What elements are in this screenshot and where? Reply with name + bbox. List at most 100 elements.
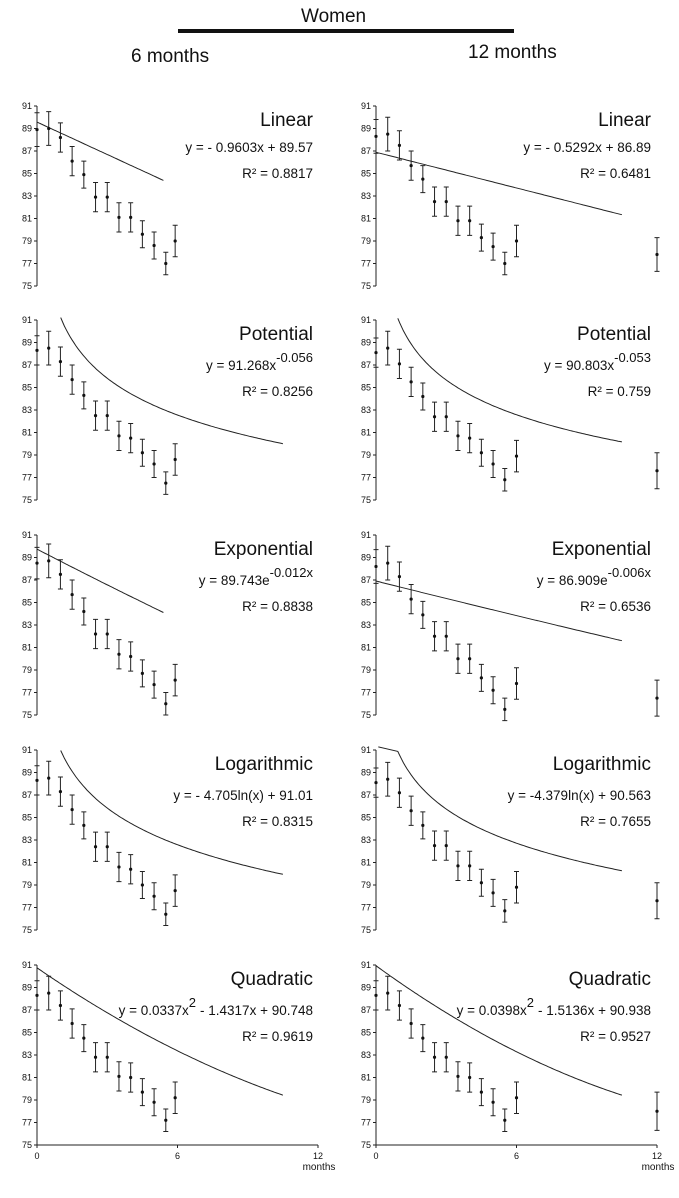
data-point (152, 683, 156, 687)
y-tick-label: 89 (361, 768, 371, 778)
panel-3: 75 77 79 81 83 85 87 89 91 Potential y = 91.268x-0… (22, 315, 313, 505)
y-tick-label: 89 (361, 338, 371, 348)
equation-main: y = 0.0337x (119, 1003, 189, 1018)
data-point (409, 809, 413, 813)
y-tick-label: 87 (361, 360, 371, 370)
data-point (70, 593, 74, 597)
data-point (397, 575, 402, 579)
y-tick-label: 79 (361, 665, 371, 675)
fit-equation: y = -4.379ln(x) + 90.563 (508, 788, 651, 803)
data-point (173, 889, 177, 893)
x-tick-label: 12 (652, 1151, 662, 1161)
y-tick-label: 85 (22, 383, 32, 393)
y-tick-label: 81 (22, 858, 32, 868)
y-tick-label: 91 (22, 101, 32, 111)
data-point (105, 632, 109, 636)
data-point (35, 778, 39, 782)
panel-6: 75 77 79 81 83 85 87 89 91 Exponential y = 86.909e… (361, 530, 660, 722)
y-tick-label: 79 (22, 450, 32, 460)
data-point (70, 1021, 74, 1026)
data-point (105, 1055, 109, 1059)
data-point (432, 415, 437, 419)
y-tick-label: 79 (22, 236, 32, 246)
y-tick-label: 75 (361, 925, 371, 935)
data-point (479, 881, 483, 885)
data-point (655, 899, 659, 903)
y-tick-label: 91 (22, 530, 32, 540)
data-point (421, 177, 425, 181)
data-point (93, 195, 98, 199)
y-tick-label: 85 (361, 383, 371, 393)
data-point (386, 561, 390, 565)
data-point (117, 215, 121, 219)
y-tick-label: 87 (361, 146, 371, 156)
data-point (468, 864, 472, 868)
fit-equation: y = 91.268x-0.056 (206, 350, 313, 373)
equation-exponent: -0.006x (608, 565, 652, 580)
y-tick-label: 89 (22, 983, 32, 993)
y-tick-label: 91 (22, 745, 32, 755)
data-point (421, 394, 425, 399)
y-tick-label: 85 (361, 598, 371, 608)
data-point (105, 845, 109, 849)
r-squared: R² = 0.9527 (580, 1029, 651, 1044)
y-tick-label: 75 (22, 710, 32, 720)
data-point (58, 1003, 63, 1008)
panel-title: Potential (577, 324, 651, 345)
panel-title: Linear (260, 110, 313, 131)
y-tick-label: 77 (361, 473, 371, 483)
data-point (456, 864, 460, 868)
fit-equation: y = - 0.9603x + 89.57 (185, 140, 313, 155)
y-tick-label: 89 (361, 553, 371, 563)
fit-curve (60, 750, 284, 875)
y-tick-label: 77 (22, 473, 32, 483)
r-squared: R² = 0.8256 (242, 384, 313, 399)
data-point (444, 634, 448, 638)
equation-exponent: -0.053 (614, 350, 651, 365)
y-tick-label: 79 (22, 665, 32, 675)
data-point (82, 173, 86, 177)
data-point (456, 1074, 460, 1078)
data-point (129, 215, 133, 219)
r-squared: R² = 0.9619 (242, 1029, 313, 1044)
y-tick-label: 77 (361, 903, 371, 913)
y-tick-label: 77 (361, 1118, 371, 1128)
data-point (479, 236, 483, 240)
y-tick-label: 89 (361, 124, 371, 134)
data-point (93, 632, 98, 636)
fit-curve (375, 965, 623, 1096)
data-point (503, 478, 507, 482)
data-point (514, 681, 519, 686)
left-column-label: 6 months (131, 46, 210, 67)
equation-main: y = 89.743e (199, 573, 270, 588)
y-tick-label: 85 (361, 169, 371, 179)
y-tick-label: 85 (22, 598, 32, 608)
right-column-label: 12 months (468, 42, 557, 63)
data-point (655, 252, 659, 257)
panel-2: 75 77 79 81 83 85 87 89 91 Linear y = - 0.5292x + … (361, 101, 660, 291)
y-tick-label: 77 (22, 1118, 32, 1128)
fit-equation: y = 86.909e-0.006x (537, 565, 652, 588)
r-squared: R² = 0.6481 (580, 166, 651, 181)
data-point (491, 891, 495, 895)
y-tick-label: 79 (22, 880, 32, 890)
r-squared: R² = 0.7655 (580, 814, 651, 829)
r-squared: R² = 0.759 (588, 384, 651, 399)
figure-title: Women (301, 6, 367, 27)
data-point (35, 561, 39, 565)
y-tick-label: 77 (22, 903, 32, 913)
data-point (117, 652, 121, 656)
data-point (386, 777, 390, 781)
equation-main: y = 90.803x (544, 358, 614, 373)
r-squared: R² = 0.8817 (242, 166, 313, 181)
y-tick-label: 89 (22, 553, 32, 563)
data-point (70, 159, 74, 163)
data-point (421, 823, 425, 827)
panel-5: 75 77 79 81 83 85 87 89 91 Exponential y = 89.743e… (22, 530, 314, 720)
data-point (129, 654, 133, 659)
data-point (35, 348, 39, 352)
data-point (129, 1075, 133, 1080)
equation-main: y = -4.379ln(x) + 90.563 (508, 788, 651, 803)
data-point (456, 219, 460, 223)
